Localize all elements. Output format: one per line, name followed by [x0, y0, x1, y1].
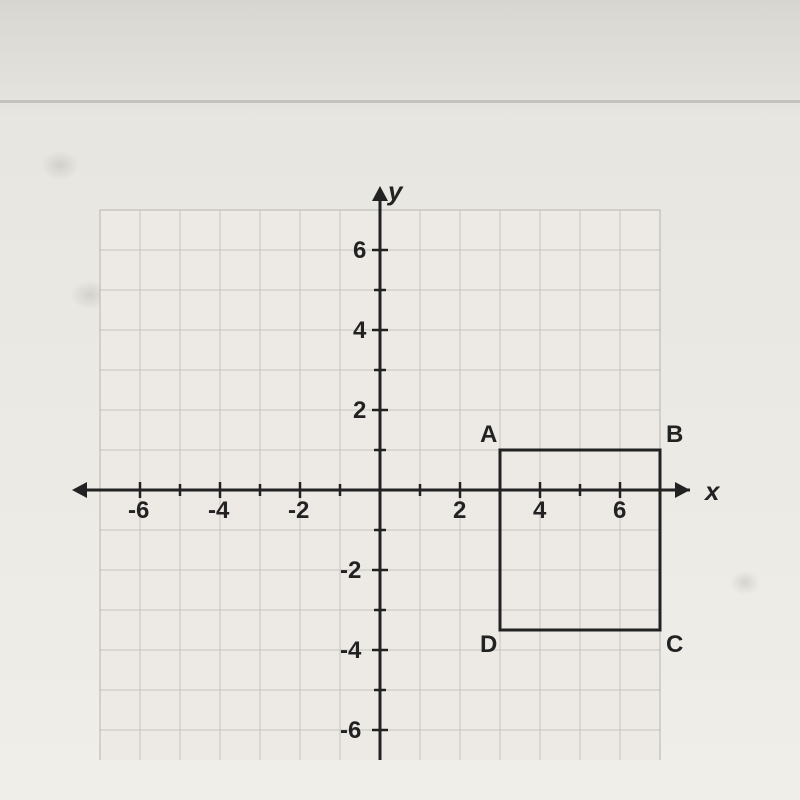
- point-label-b: B: [666, 421, 683, 448]
- x-tick-6: 6: [613, 497, 626, 524]
- y-tick-neg2: -2: [340, 557, 361, 584]
- point-label-c: C: [666, 631, 683, 658]
- y-tick-neg6: -6: [340, 717, 361, 744]
- coordinate-grid-chart: -6 -4 -2 2 4 6 6 4 2 -2 -4 -6 x y A B C …: [50, 180, 750, 760]
- y-tick-2: 2: [353, 397, 366, 424]
- y-axis-label: y: [386, 180, 404, 206]
- point-label-a: A: [480, 421, 497, 448]
- point-label-d: D: [480, 631, 497, 658]
- grid-svg: -6 -4 -2 2 4 6 6 4 2 -2 -4 -6 x y A B C …: [50, 180, 750, 760]
- x-axis-label: x: [703, 476, 721, 506]
- horizontal-divider: [0, 100, 800, 103]
- y-tick-4: 4: [353, 317, 367, 344]
- x-tick-neg4: -4: [208, 497, 230, 524]
- x-tick-2: 2: [453, 497, 466, 524]
- x-axis-arrow-right: [675, 482, 690, 498]
- x-axis-arrow-left: [72, 482, 87, 498]
- y-tick-6: 6: [353, 237, 366, 264]
- y-axis-arrow-up: [372, 186, 388, 201]
- x-tick-neg6: -6: [128, 497, 149, 524]
- y-tick-neg4: -4: [340, 637, 362, 664]
- x-tick-4: 4: [533, 497, 547, 524]
- x-tick-neg2: -2: [288, 497, 309, 524]
